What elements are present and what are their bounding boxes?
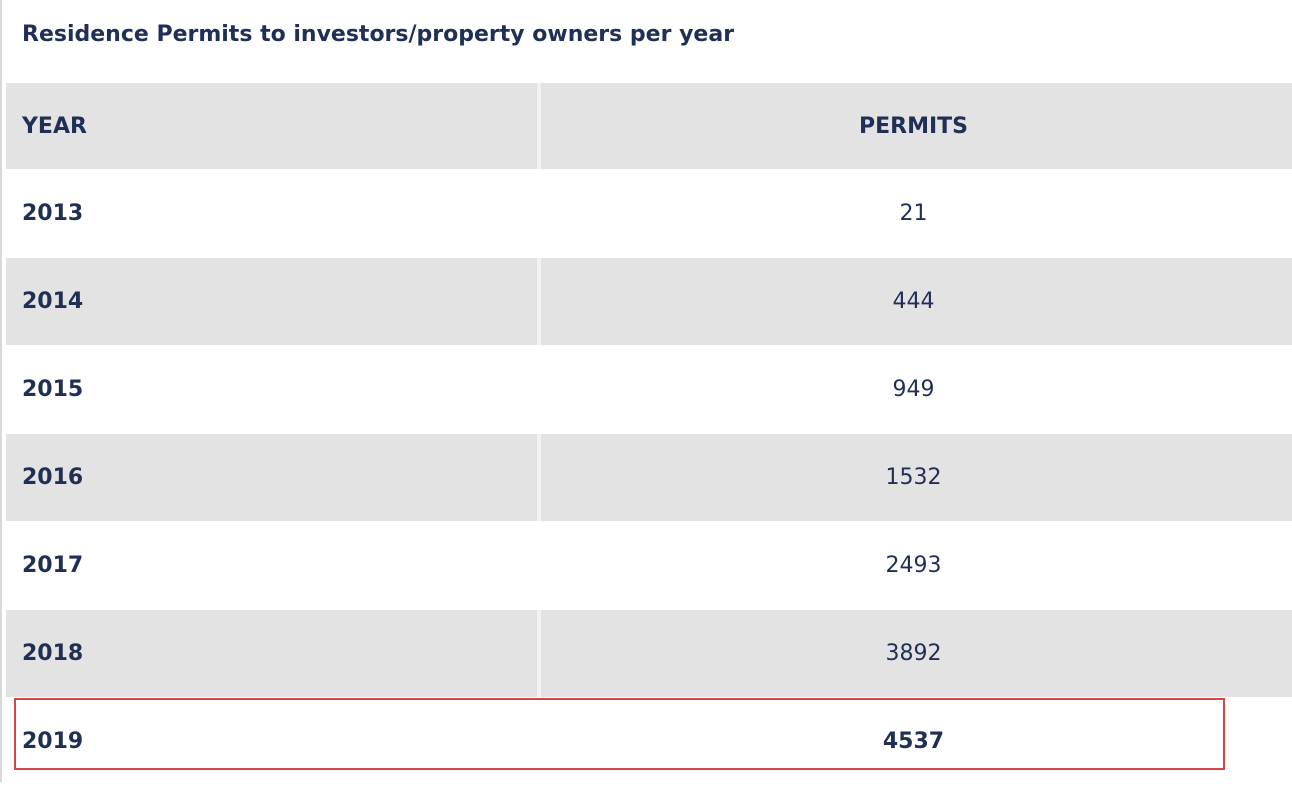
- year-cell: 2013: [6, 170, 537, 257]
- table-row: 2013 21: [6, 170, 1292, 257]
- permits-cell: 2493: [541, 522, 1292, 609]
- year-cell: 2018: [6, 610, 537, 697]
- permits-cell: 444: [541, 258, 1292, 345]
- permits-cell: 21: [541, 170, 1292, 257]
- permits-table: YEAR PERMITS 2013 21 2014 444 2015 949 2…: [6, 83, 1292, 786]
- header-permits: PERMITS: [541, 83, 1292, 169]
- permits-cell: 4537: [541, 698, 1292, 785]
- column-divider: [537, 610, 541, 697]
- column-divider: [537, 698, 541, 785]
- column-divider: [537, 434, 541, 521]
- column-divider: [537, 522, 541, 609]
- permits-cell: 949: [541, 346, 1292, 433]
- permits-cell: 3892: [541, 610, 1292, 697]
- year-cell: 2019: [6, 698, 537, 785]
- table-header-row: YEAR PERMITS: [6, 83, 1292, 169]
- table-row-highlighted: 2019 4537: [6, 698, 1292, 785]
- year-cell: 2016: [6, 434, 537, 521]
- year-cell: 2017: [6, 522, 537, 609]
- table-row: 2014 444: [6, 258, 1292, 345]
- permits-cell: 1532: [541, 434, 1292, 521]
- column-divider: [537, 258, 541, 345]
- column-divider: [537, 83, 541, 169]
- table-row: 2018 3892: [6, 610, 1292, 697]
- header-year: YEAR: [6, 83, 537, 169]
- table-row: 2017 2493: [6, 522, 1292, 609]
- column-divider: [537, 346, 541, 433]
- year-cell: 2015: [6, 346, 537, 433]
- table-title: Residence Permits to investors/property …: [22, 22, 735, 47]
- table-row: 2015 949: [6, 346, 1292, 433]
- column-divider: [537, 170, 541, 257]
- year-cell: 2014: [6, 258, 537, 345]
- table-row: 2016 1532: [6, 434, 1292, 521]
